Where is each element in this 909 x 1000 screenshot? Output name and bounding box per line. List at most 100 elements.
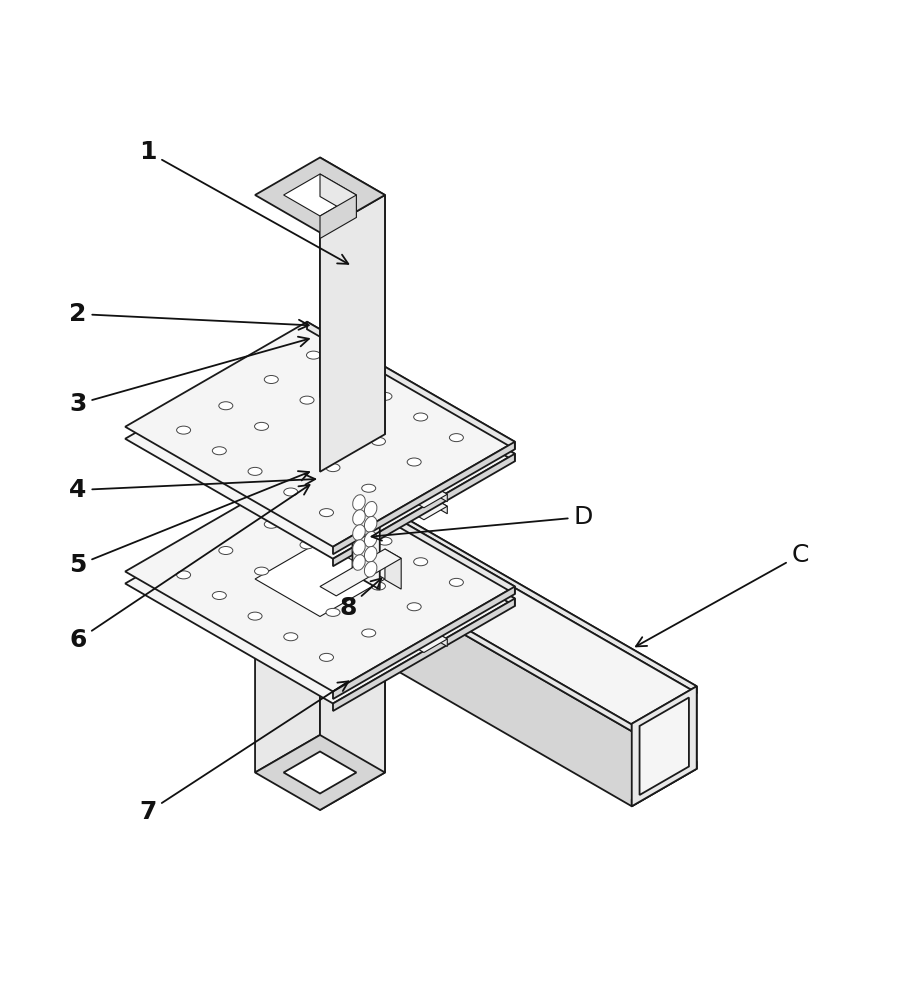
- Text: D: D: [372, 505, 593, 541]
- Ellipse shape: [319, 653, 334, 661]
- Polygon shape: [320, 454, 385, 616]
- Polygon shape: [353, 484, 380, 589]
- Text: 1: 1: [139, 140, 348, 264]
- Polygon shape: [320, 561, 385, 772]
- Ellipse shape: [213, 591, 226, 599]
- Ellipse shape: [355, 484, 365, 497]
- Ellipse shape: [352, 500, 364, 508]
- Ellipse shape: [300, 396, 314, 404]
- Ellipse shape: [219, 402, 233, 410]
- Ellipse shape: [414, 570, 427, 578]
- Ellipse shape: [378, 549, 392, 557]
- Polygon shape: [412, 632, 447, 652]
- Polygon shape: [353, 486, 380, 503]
- Polygon shape: [255, 542, 385, 616]
- Ellipse shape: [306, 508, 321, 516]
- Ellipse shape: [219, 414, 233, 422]
- Ellipse shape: [176, 583, 191, 591]
- Polygon shape: [284, 752, 356, 794]
- Ellipse shape: [326, 464, 340, 472]
- Polygon shape: [435, 499, 447, 514]
- Ellipse shape: [353, 495, 365, 510]
- Ellipse shape: [365, 561, 377, 577]
- Ellipse shape: [301, 515, 313, 523]
- Ellipse shape: [378, 537, 392, 545]
- Polygon shape: [320, 598, 385, 810]
- Ellipse shape: [339, 493, 350, 506]
- Polygon shape: [353, 494, 696, 762]
- Ellipse shape: [340, 493, 352, 501]
- Polygon shape: [255, 409, 385, 484]
- Ellipse shape: [353, 540, 365, 555]
- Ellipse shape: [332, 511, 345, 519]
- Ellipse shape: [284, 500, 298, 508]
- Polygon shape: [632, 686, 696, 806]
- Ellipse shape: [176, 571, 191, 579]
- Polygon shape: [333, 598, 514, 711]
- Ellipse shape: [449, 434, 464, 442]
- Ellipse shape: [265, 375, 278, 383]
- Ellipse shape: [326, 608, 340, 616]
- Ellipse shape: [255, 422, 268, 430]
- Ellipse shape: [255, 579, 268, 587]
- Ellipse shape: [342, 384, 356, 392]
- Ellipse shape: [407, 615, 421, 623]
- Ellipse shape: [313, 522, 325, 530]
- Ellipse shape: [372, 437, 385, 445]
- Ellipse shape: [342, 372, 356, 380]
- Ellipse shape: [248, 624, 262, 632]
- Ellipse shape: [449, 446, 464, 454]
- Polygon shape: [287, 488, 696, 724]
- Ellipse shape: [342, 528, 356, 536]
- Polygon shape: [412, 488, 447, 508]
- Polygon shape: [307, 334, 514, 461]
- Text: 2: 2: [69, 302, 309, 330]
- Polygon shape: [351, 489, 354, 492]
- Polygon shape: [320, 174, 356, 218]
- Polygon shape: [435, 488, 447, 502]
- Text: 4: 4: [69, 475, 315, 502]
- Ellipse shape: [306, 363, 321, 371]
- Ellipse shape: [255, 434, 268, 442]
- Ellipse shape: [300, 541, 314, 549]
- Ellipse shape: [414, 425, 427, 433]
- Ellipse shape: [365, 516, 377, 532]
- Ellipse shape: [176, 426, 191, 434]
- Ellipse shape: [362, 496, 375, 504]
- Polygon shape: [307, 479, 514, 606]
- Ellipse shape: [407, 458, 421, 466]
- Ellipse shape: [339, 533, 350, 546]
- Ellipse shape: [321, 504, 333, 512]
- Ellipse shape: [362, 641, 375, 649]
- Ellipse shape: [414, 558, 427, 566]
- Polygon shape: [320, 195, 385, 472]
- Ellipse shape: [353, 555, 365, 570]
- Polygon shape: [351, 486, 354, 489]
- Ellipse shape: [365, 531, 377, 547]
- Polygon shape: [255, 735, 385, 810]
- Polygon shape: [632, 686, 696, 730]
- Polygon shape: [320, 549, 401, 596]
- Ellipse shape: [342, 516, 356, 524]
- Text: 6: 6: [69, 485, 310, 652]
- Ellipse shape: [378, 392, 392, 400]
- Ellipse shape: [248, 467, 262, 475]
- Ellipse shape: [248, 479, 262, 487]
- Ellipse shape: [319, 521, 334, 529]
- Polygon shape: [287, 570, 696, 806]
- Polygon shape: [412, 499, 447, 520]
- Polygon shape: [307, 466, 514, 594]
- Ellipse shape: [378, 404, 392, 412]
- Polygon shape: [125, 479, 514, 704]
- Polygon shape: [640, 698, 689, 795]
- Polygon shape: [320, 195, 356, 238]
- Polygon shape: [255, 157, 385, 232]
- Ellipse shape: [365, 501, 377, 517]
- Ellipse shape: [362, 484, 375, 492]
- Text: 7: 7: [139, 681, 348, 824]
- Polygon shape: [125, 334, 514, 559]
- Text: 5: 5: [69, 471, 309, 577]
- Polygon shape: [125, 322, 514, 547]
- Polygon shape: [284, 174, 356, 216]
- Ellipse shape: [213, 459, 226, 467]
